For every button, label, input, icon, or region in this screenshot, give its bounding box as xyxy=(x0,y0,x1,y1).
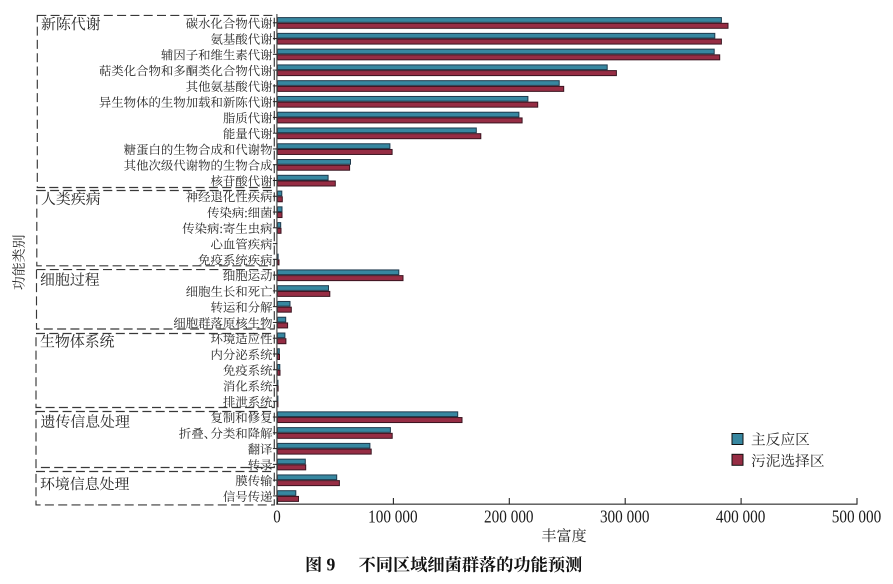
svg-text:400 000: 400 000 xyxy=(716,507,766,527)
svg-text:9: 9 xyxy=(327,555,336,575)
svg-text:200 000: 200 000 xyxy=(484,507,534,527)
svg-text:500 000: 500 000 xyxy=(832,507,882,527)
svg-text:100 000: 100 000 xyxy=(368,507,418,527)
svg-text:0: 0 xyxy=(273,507,281,527)
svg-text:300 000: 300 000 xyxy=(600,507,650,527)
